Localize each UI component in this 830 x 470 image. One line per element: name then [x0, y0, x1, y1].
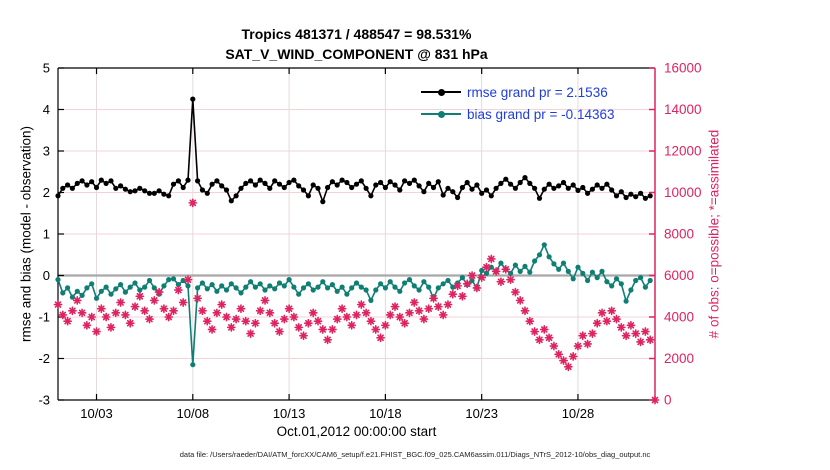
- svg-text:10/18: 10/18: [369, 406, 402, 421]
- svg-text:2000: 2000: [664, 351, 694, 366]
- y-axis-label-right: # of obs: o=possible; *=assimilated: [706, 129, 722, 339]
- svg-text:1: 1: [43, 227, 50, 242]
- series-obs-count: [53, 198, 660, 405]
- y-axis-label-left: rmse and bias (model - observation): [18, 125, 34, 343]
- legend-label-rmse: rmse grand pr = 2.1536: [467, 84, 608, 100]
- series-bias: [55, 242, 653, 368]
- svg-text:14000: 14000: [664, 102, 702, 117]
- svg-text:8000: 8000: [664, 227, 694, 242]
- svg-text:-2: -2: [38, 351, 50, 366]
- series-rmse: [55, 96, 653, 205]
- axes: [57, 67, 656, 401]
- svg-text:4: 4: [43, 102, 50, 117]
- bias-line-swatch-icon: [421, 109, 461, 119]
- y-tick-labels-left: -3 -2 -1 0 1 2 3 4 5: [38, 61, 50, 408]
- legend-label-bias: bias grand pr = -0.14363: [467, 106, 615, 122]
- chart-subtitle: SAT_V_WIND_COMPONENT @ 831 hPa: [225, 46, 488, 62]
- chart-title: Tropics 481371 / 488547 = 98.531%: [241, 26, 472, 42]
- legend-item-rmse: rmse grand pr = 2.1536: [421, 81, 614, 103]
- svg-text:10/08: 10/08: [177, 406, 210, 421]
- svg-text:3: 3: [43, 144, 50, 159]
- data-file-path: data file: /Users/raeder/DAI/ATM_forcXX/…: [179, 450, 651, 459]
- svg-text:-3: -3: [38, 393, 50, 408]
- svg-text:10/03: 10/03: [80, 406, 113, 421]
- svg-text:5: 5: [43, 61, 50, 76]
- svg-text:10/23: 10/23: [465, 406, 498, 421]
- x-axis-label: Oct.01,2012 00:00:00 start: [276, 424, 437, 439]
- svg-text:-1: -1: [38, 310, 50, 325]
- svg-text:10/13: 10/13: [273, 406, 306, 421]
- svg-text:6000: 6000: [664, 268, 694, 283]
- legend: rmse grand pr = 2.1536 bias grand pr = -…: [421, 81, 614, 125]
- rmse-line-swatch-icon: [421, 87, 461, 97]
- svg-text:4000: 4000: [664, 310, 694, 325]
- svg-text:10000: 10000: [664, 185, 702, 200]
- legend-item-bias: bias grand pr = -0.14363: [421, 103, 614, 125]
- x-tick-labels: 10/03 10/08 10/13 10/18 10/23 10/28: [80, 406, 594, 421]
- svg-text:2: 2: [43, 185, 50, 200]
- svg-text:10/28: 10/28: [562, 406, 595, 421]
- svg-text:16000: 16000: [664, 61, 702, 76]
- svg-text:0: 0: [664, 393, 672, 408]
- svg-text:12000: 12000: [664, 144, 702, 159]
- y-tick-labels-right: 0 2000 4000 6000 8000 10000 12000 14000 16000: [664, 61, 702, 408]
- svg-text:0: 0: [43, 268, 50, 283]
